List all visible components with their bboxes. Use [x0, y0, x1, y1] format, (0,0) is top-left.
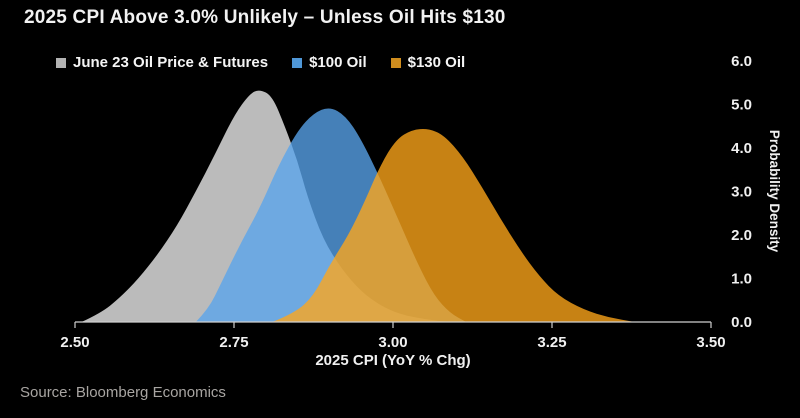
y-tick-label-4.0: 4.0	[731, 140, 752, 157]
legend: June 23 Oil Price & Futures $100 Oil $13…	[56, 54, 465, 71]
legend-swatch-orange-icon	[390, 57, 401, 68]
density-curves	[81, 90, 635, 323]
x-tick-label-2.50: 2.50	[60, 334, 89, 351]
x-tick-label-3.50: 3.50	[696, 334, 725, 351]
legend-item-130-oil: $130 Oil	[390, 54, 466, 71]
legend-label-130-oil: $130 Oil	[407, 54, 466, 71]
x-axis-title: 2025 CPI (YoY % Chg)	[315, 352, 470, 369]
y-axis-tick-labels: 0.0 1.0 2.0 3.0 4.0 5.0 6.0	[731, 53, 752, 331]
density-curve-2	[272, 128, 635, 322]
legend-label-100-oil: $100 Oil	[309, 54, 367, 71]
y-tick-label-6.0: 6.0	[731, 53, 752, 70]
chart-title: 2025 CPI Above 3.0% Unlikely – Unless Oi…	[24, 7, 506, 28]
x-tick-label-2.75: 2.75	[219, 334, 248, 351]
y-tick-label-5.0: 5.0	[731, 97, 752, 114]
y-axis-title: Probability Density	[767, 130, 782, 253]
legend-label-june23: June 23 Oil Price & Futures	[73, 54, 269, 71]
legend-item-100-oil: $100 Oil	[292, 54, 367, 71]
x-axis-tick-labels: 2.50 2.75 3.00 3.25 3.50	[60, 334, 725, 351]
x-tick-label-3.00: 3.00	[378, 334, 407, 351]
y-tick-label-1.0: 1.0	[731, 271, 752, 288]
x-axis	[74, 321, 712, 328]
source-note: Source: Bloomberg Economics	[20, 384, 226, 401]
legend-swatch-blue-icon	[292, 57, 303, 68]
x-tick-label-3.25: 3.25	[537, 334, 566, 351]
y-tick-label-2.0: 2.0	[731, 227, 752, 244]
legend-swatch-gray-icon	[56, 57, 66, 68]
y-tick-label-3.0: 3.0	[731, 184, 752, 201]
y-tick-label-0.0: 0.0	[731, 314, 752, 331]
legend-item-june23: June 23 Oil Price & Futures	[56, 54, 268, 71]
